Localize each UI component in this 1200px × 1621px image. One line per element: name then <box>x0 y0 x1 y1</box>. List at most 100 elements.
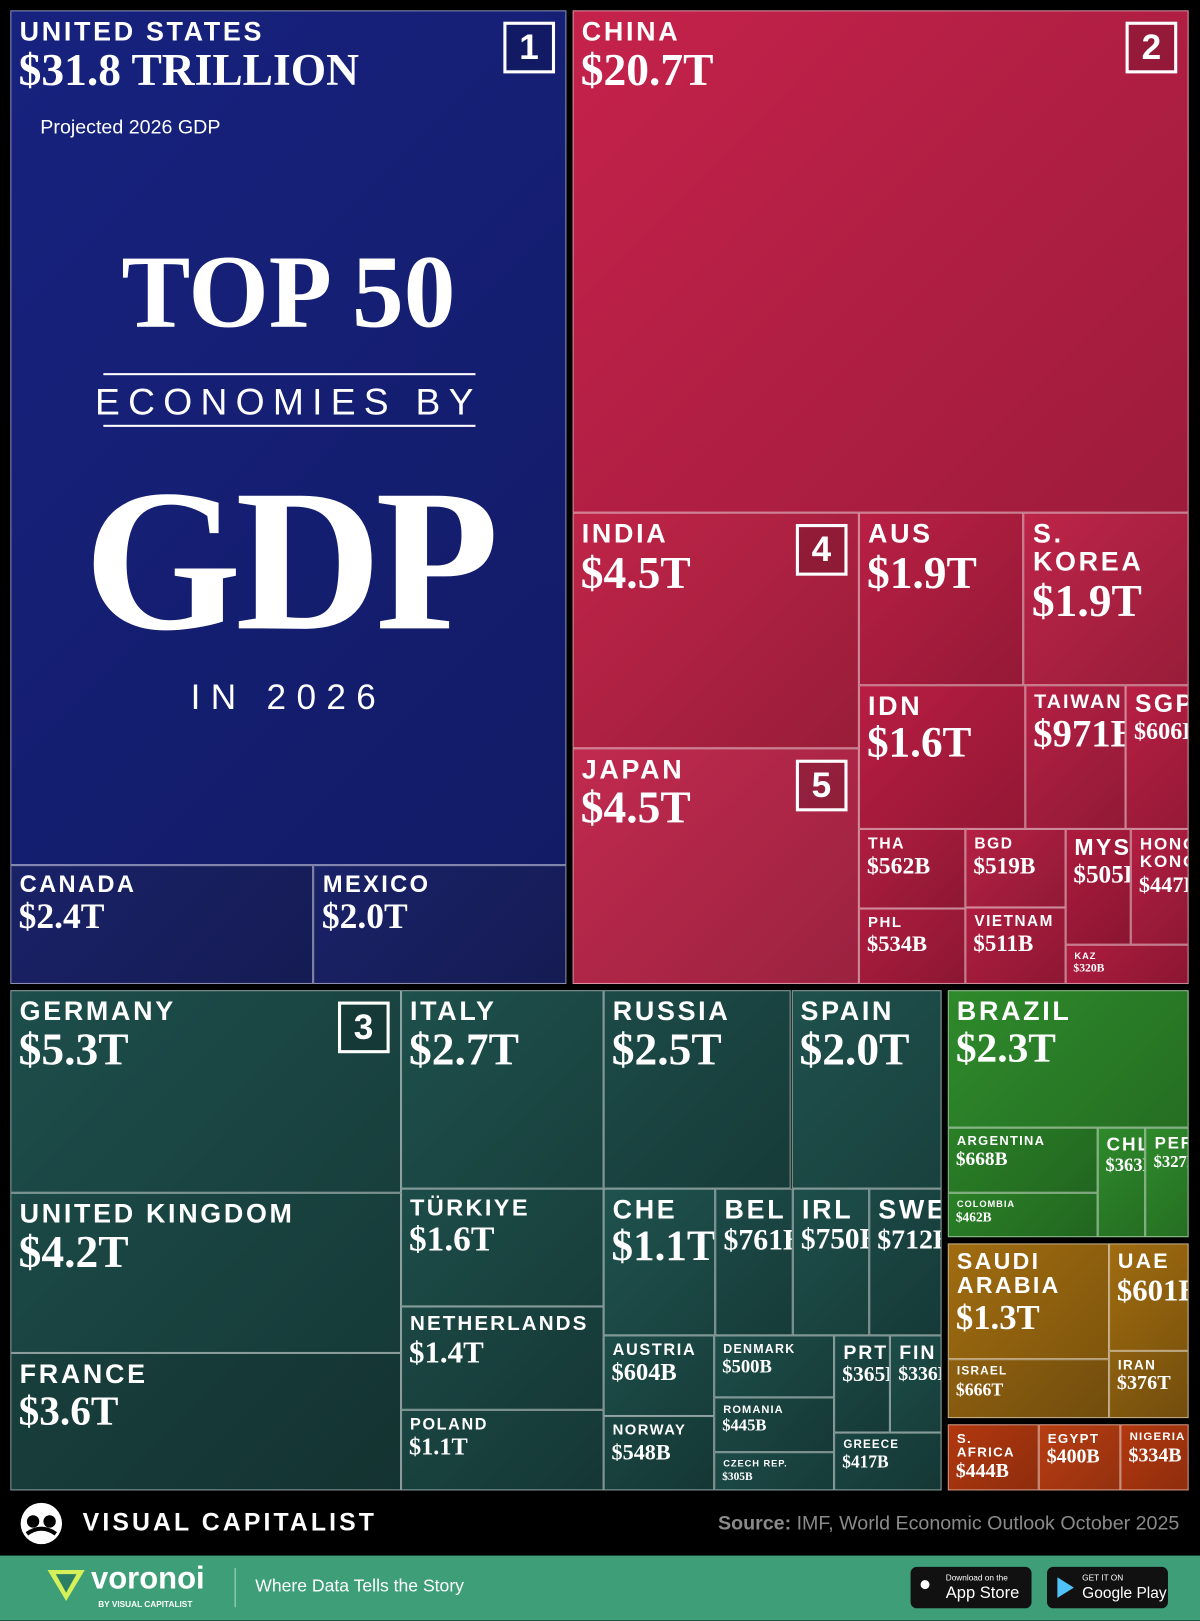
treemap-cell: RUSSIA $2.5T <box>603 989 792 1189</box>
app-store-button[interactable]: ● Download on the App Store <box>910 1566 1032 1609</box>
value-label: $376T <box>1116 1373 1171 1395</box>
value-label: $1.6T <box>866 719 972 768</box>
treemap-cell: AUSTRIA $604B <box>603 1335 714 1417</box>
category-label: IDN <box>867 690 923 722</box>
category-label: HONG KONG <box>1139 835 1188 872</box>
category-label: NIGERIA <box>1129 1430 1186 1443</box>
value-label: $417B <box>842 1451 889 1472</box>
treemap-cell: BRAZIL $2.3T <box>947 989 1189 1128</box>
treemap-cell: SWE$712B <box>868 1188 942 1336</box>
category-label: CANADA <box>19 870 137 898</box>
value-label: $548B <box>611 1439 671 1465</box>
value-label: $320B <box>1073 962 1105 976</box>
category-label: RUSSIA <box>612 994 731 1026</box>
app-store-small: Download on the <box>945 1573 1008 1583</box>
value-label: $20.7T <box>580 44 714 96</box>
rank-badge: 4 <box>795 524 848 577</box>
value-label: $305B <box>722 1470 753 1483</box>
value-label: $447B <box>1138 872 1188 898</box>
treemap-cell: TÜRKIYE $1.6T <box>400 1188 604 1307</box>
treemap-cell: MYS$505B <box>1065 829 1131 945</box>
category-label: EGYPT <box>1047 1430 1100 1446</box>
brand-bar: VISUAL CAPITALIST Source: IMF, World Eco… <box>0 1495 1200 1555</box>
category-label: TÜRKIYE <box>410 1193 530 1221</box>
value-label: $562B <box>866 853 931 880</box>
treemap-cell: S. KOREA $1.9T <box>1023 512 1189 686</box>
category-label: ISRAEL <box>956 1364 1008 1378</box>
title-bottom: IN 2026 <box>190 678 387 718</box>
google-play-button[interactable]: GET IT ON Google Play <box>1047 1566 1168 1609</box>
category-label: TAIWAN <box>1034 691 1123 714</box>
category-label: ITALY <box>410 994 497 1026</box>
category-label: S. AFRICA <box>956 1430 1015 1460</box>
treemap-cell: GREECE $417B <box>834 1432 942 1491</box>
source-label: Source: <box>717 1513 792 1535</box>
treemap-cell: BEL$761B <box>715 1188 793 1336</box>
category-label: GREECE <box>843 1438 900 1452</box>
category-label: NORWAY <box>612 1422 687 1440</box>
footer-brand: voronoi <box>90 1561 205 1596</box>
title-middle: ECONOMIES BY <box>95 380 482 423</box>
value-label: $4.5T <box>580 782 691 834</box>
title-main: GDP <box>83 448 499 673</box>
treemap-cell: TAIWAN$971B <box>1024 685 1126 830</box>
treemap-cell: KAZ $320B <box>1065 944 1189 984</box>
value-label: $4.2T <box>18 1226 129 1278</box>
category-label: GERMANY <box>19 994 176 1026</box>
category-label: ROMANIA <box>723 1403 784 1416</box>
category-label: INDIA <box>581 518 669 550</box>
category-label: PHL <box>867 914 903 932</box>
treemap-cell: POLAND $1.1T <box>400 1409 604 1491</box>
treemap-cell: BGD $519B <box>965 829 1066 908</box>
play-icon <box>1057 1577 1074 1598</box>
treemap-cell: JAPAN $4.5T 5 <box>572 748 859 984</box>
value-label: $750B <box>800 1223 868 1256</box>
treemap-cell: INDIA $4.5T 4 <box>572 512 859 749</box>
value-label: $2.7T <box>408 1024 519 1075</box>
value-label: $2.0T <box>321 897 408 937</box>
value-label: $2.5T <box>611 1024 722 1075</box>
category-label: FRANCE <box>19 1357 148 1389</box>
value-label: $601B <box>1116 1272 1188 1308</box>
value-label: $2.3T <box>955 1024 1056 1071</box>
category-label: S. KOREA <box>1032 518 1144 577</box>
treemap-cell: SGP$606B <box>1125 685 1189 830</box>
category-label: AUSTRIA <box>612 1341 697 1359</box>
treemap-cell: ITALY $2.7T <box>400 989 604 1189</box>
treemap-cell: IDN $1.6T <box>858 685 1025 830</box>
category-label: MEXICO <box>322 870 431 898</box>
category-label: CHE <box>612 1193 678 1225</box>
treemap-cell: SPAIN $2.0T <box>791 989 942 1189</box>
category-label: CZECH REP. <box>723 1458 788 1470</box>
value-label: $519B <box>973 852 1036 879</box>
category-label: UAE <box>1117 1249 1170 1274</box>
value-label: $3.6T <box>18 1387 119 1434</box>
value-label: $31.8 TRILLION <box>18 44 359 96</box>
google-text: Google Play <box>1082 1584 1167 1603</box>
value-label: $761B <box>723 1223 791 1257</box>
value-label: $505B <box>1073 860 1129 889</box>
treemap-cell: PRT$365B <box>834 1335 890 1433</box>
treemap-cell: COLOMBIA $462B <box>947 1192 1098 1237</box>
treemap-cell: PHL $534B <box>858 908 966 984</box>
category-label: COLOMBIA <box>956 1198 1015 1209</box>
treemap-cell: ARGENTINA $668B <box>947 1127 1098 1193</box>
google-small: GET IT ON <box>1082 1573 1124 1583</box>
value-label: $445B <box>722 1417 767 1435</box>
treemap-cell: IRL$750B <box>792 1188 869 1336</box>
value-label: $1.1T <box>408 1433 468 1461</box>
category-label: IRL <box>801 1193 854 1225</box>
title-top: TOP 50 <box>121 234 456 350</box>
treemap-cell: NORWAY $548B <box>603 1416 714 1491</box>
rule <box>103 373 476 376</box>
treemap-cell: CHE $1.1T <box>603 1188 716 1336</box>
tagline: Where Data Tells the Story <box>255 1576 464 1596</box>
category-label: SWE <box>878 1193 942 1225</box>
category-label: SPAIN <box>800 994 895 1026</box>
value-label: $444B <box>955 1460 1009 1482</box>
category-label: BEL <box>724 1193 787 1225</box>
divider <box>234 1567 236 1608</box>
category-label: SAUDI ARABIA <box>956 1248 1061 1298</box>
category-label: CHINA <box>581 15 681 47</box>
treemap-cell: DENMARK $500B <box>713 1335 835 1398</box>
